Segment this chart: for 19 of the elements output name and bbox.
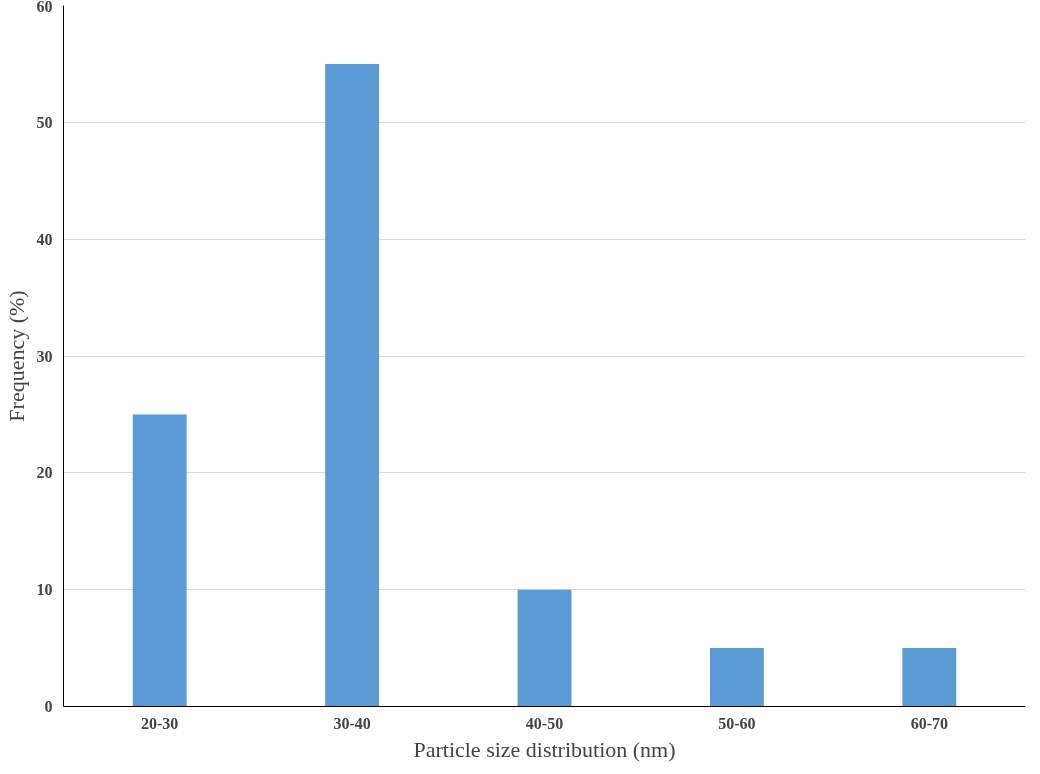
y-tick-label: 60 xyxy=(36,0,53,15)
x-tick-label: 40-50 xyxy=(525,714,564,732)
x-tick-label: 20-30 xyxy=(141,714,179,732)
x-tick-label: 50-60 xyxy=(718,714,756,732)
y-tick-label: 30 xyxy=(36,347,53,365)
bar xyxy=(902,648,957,707)
y-tick-label: 0 xyxy=(44,698,53,715)
bar xyxy=(709,648,764,707)
y-tick-label: 40 xyxy=(36,230,53,248)
x-tick-label: 30-40 xyxy=(333,714,371,732)
bar xyxy=(325,63,380,707)
y-tick-label: 20 xyxy=(36,464,53,482)
bar xyxy=(132,414,187,707)
y-tick-label: 50 xyxy=(36,113,53,131)
bar xyxy=(517,589,572,707)
y-tick-label: 10 xyxy=(36,581,53,599)
x-axis-title: Particle size distribution (nm) xyxy=(413,736,676,762)
x-tick-label: 60-70 xyxy=(910,714,948,732)
y-axis-title: Frequency (%) xyxy=(3,290,29,422)
